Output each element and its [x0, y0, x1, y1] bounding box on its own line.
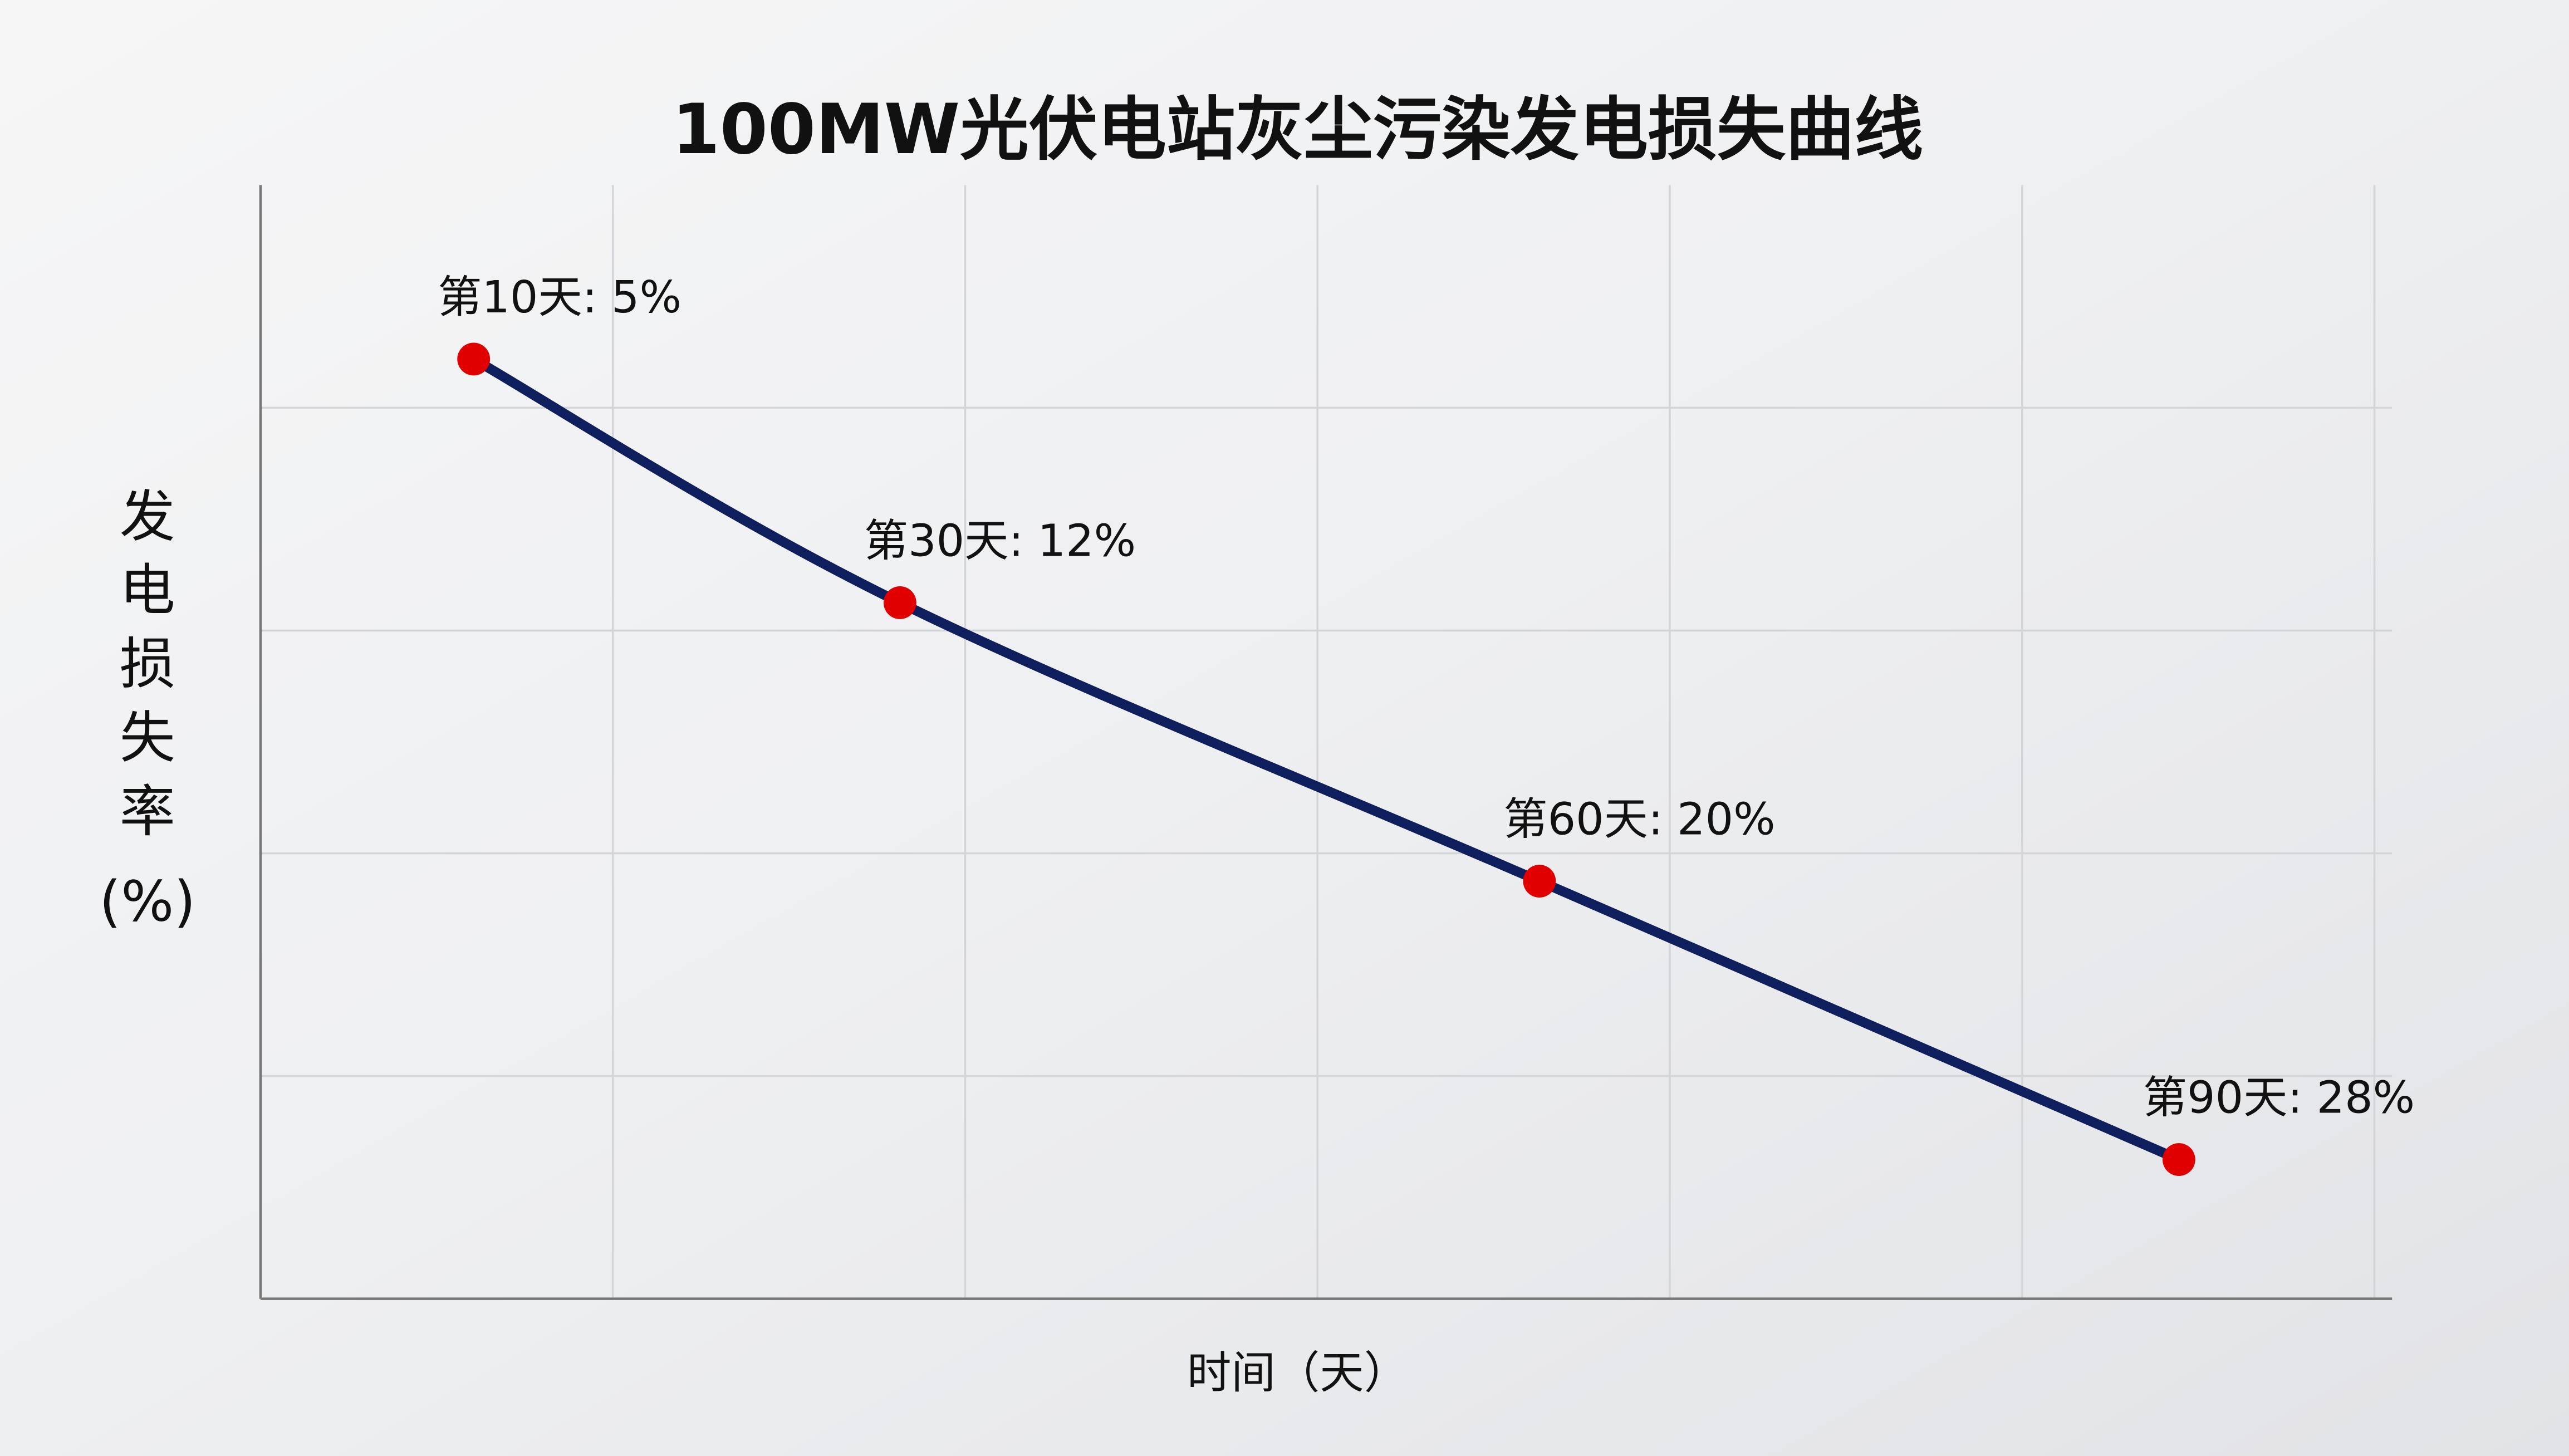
chart-title: 100MW光伏电站灰尘污染发电损失曲线 [672, 90, 1923, 170]
data-label: 第60天: 20% [1503, 793, 1776, 845]
data-label: 第30天: 12% [864, 515, 1136, 567]
data-label: 第10天: 5% [438, 271, 682, 323]
line [468, 354, 2184, 1165]
data-point [2162, 1143, 2195, 1176]
data-point [883, 586, 916, 619]
data-point [457, 342, 491, 376]
data-label: 第90天: 28% [2143, 1072, 2415, 1124]
y-axis-label: 发电损失率(%) [99, 484, 195, 934]
data-point [1523, 865, 1556, 898]
grid [260, 185, 2392, 1299]
x-axis-label: 时间（天） [1187, 1347, 1408, 1399]
